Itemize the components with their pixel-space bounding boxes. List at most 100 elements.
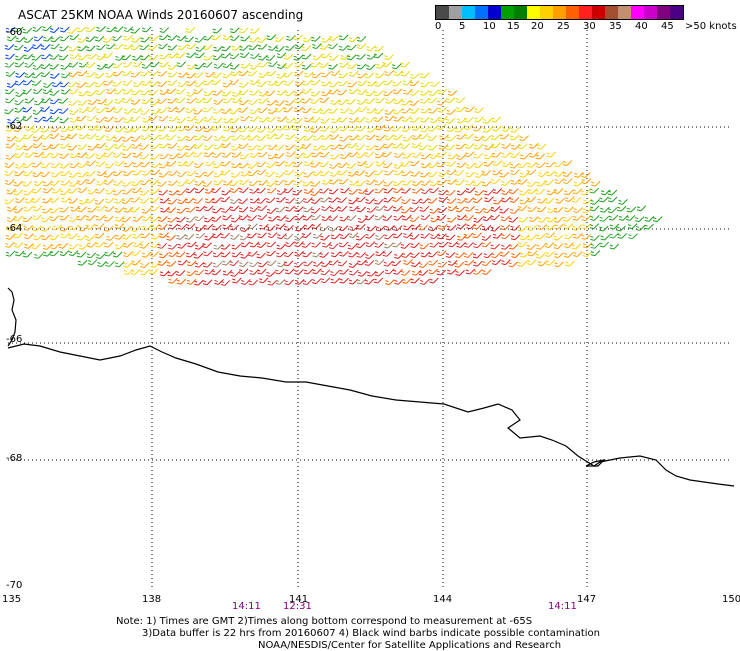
wind-barb [455,143,466,150]
wind-barb [321,144,331,151]
wind-barb [177,44,188,51]
wind-barb [248,99,259,106]
wind-barb [41,234,51,241]
wind-barb [40,63,51,70]
wind-barb [14,152,25,159]
wind-barb [581,223,592,230]
wind-barb [328,63,338,70]
wind-barb [310,98,320,104]
wind-barb [635,225,646,231]
wind-barb [319,151,330,158]
wind-barb [348,88,359,95]
wind-barb [22,88,32,95]
wind-barb [168,115,179,122]
wind-barb [249,206,260,213]
wind-barb [238,214,249,221]
wind-barb [340,153,350,160]
wind-barb [554,252,564,259]
wind-barb [6,188,17,195]
lon-label-147: 147 [577,594,597,605]
wind-barb [112,151,123,158]
wind-barb [330,153,340,160]
wind-barb [356,223,366,230]
wind-barb [519,198,530,205]
wind-barb [329,170,340,177]
wind-barb [283,187,294,194]
wind-barb [231,171,241,178]
wind-barb [167,270,177,277]
wind-barb [427,197,438,204]
wind-barb [293,179,303,186]
wind-barb [382,215,393,222]
wind-barb [429,241,440,248]
wind-barb [384,109,395,115]
wind-barb [52,81,62,88]
wind-barb [275,45,285,52]
wind-barb [222,72,232,79]
wind-barb [456,223,467,230]
wind-barb [293,117,303,124]
wind-barb [430,233,440,240]
wind-barb [627,223,638,230]
wind-barb [213,143,224,150]
wind-barb [492,169,502,176]
wind-barb [60,225,70,232]
wind-barb [355,116,366,123]
wind-barb [634,216,645,223]
wind-barb [437,207,448,214]
wind-barb [482,118,493,124]
wind-barb [112,189,123,196]
wind-barb [357,160,367,167]
wind-barb [420,72,430,79]
wind-barb [22,115,33,122]
wind-barb [32,108,43,115]
legend-swatch [449,6,462,19]
wind-barb [194,81,204,88]
wind-barb [139,189,150,196]
wind-barb [49,197,60,203]
wind-barb [580,189,591,196]
wind-barb [240,62,251,69]
wind-barb [159,162,169,169]
wind-barb [5,153,16,160]
wind-barb [283,71,293,78]
wind-barb [457,234,467,241]
wind-barb [581,172,591,178]
wind-barb [238,89,249,96]
wind-barb [445,234,456,241]
wind-barb [158,260,168,266]
wind-barb [268,108,278,115]
wind-barb [310,190,321,196]
wind-barb [157,70,168,77]
wind-barb [24,243,34,249]
wind-barb [562,160,573,166]
wind-barb [393,163,404,169]
wind-barb [85,152,95,159]
wind-barb [131,226,141,232]
wind-barb [159,197,170,204]
wind-barb [186,97,197,104]
wind-barb [527,259,537,266]
wind-barb [77,143,88,150]
wind-barb [274,80,285,87]
wind-barb [232,277,242,284]
wind-barb [123,269,134,275]
wind-barb [212,207,222,214]
wind-barb [348,251,358,258]
wind-barb [176,251,186,258]
wind-barb [473,216,484,223]
wind-barb [195,205,206,212]
wind-barb [520,153,530,160]
wind-barb [149,125,160,132]
wind-barb [247,70,258,77]
wind-barb [186,52,196,58]
wind-barb [365,241,376,248]
wind-barb [339,44,349,51]
wind-barb [67,125,78,132]
wind-barb [239,99,249,106]
wind-barb [337,99,348,106]
wind-barb [311,61,321,68]
wind-barb [283,260,294,267]
wind-barb [203,135,213,142]
wind-barb [77,171,88,178]
